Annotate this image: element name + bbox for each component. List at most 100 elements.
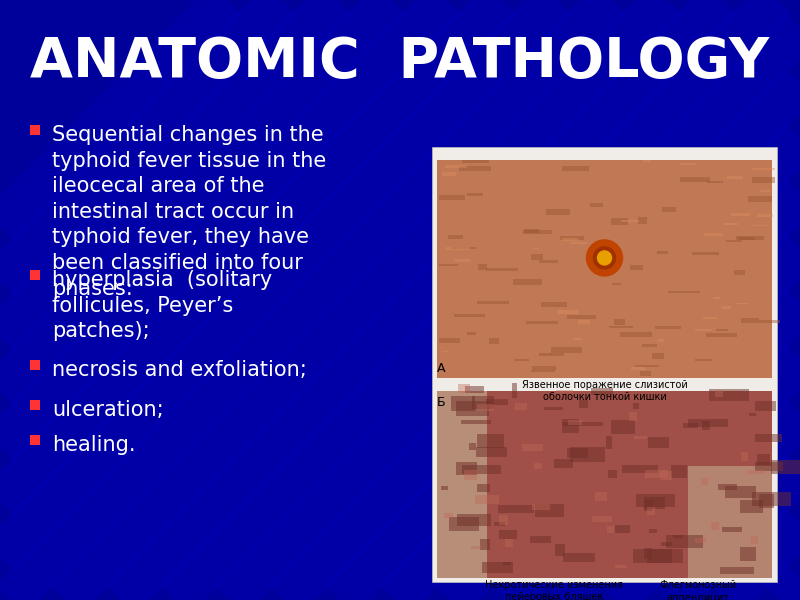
- Bar: [514, 279, 542, 284]
- Bar: [471, 546, 481, 550]
- Bar: [621, 220, 639, 222]
- Bar: [534, 463, 542, 469]
- Text: Sequential changes in the
typhoid fever tissue in the
ileocecal area of the
inte: Sequential changes in the typhoid fever …: [52, 125, 326, 299]
- Bar: [480, 539, 490, 550]
- Bar: [486, 268, 518, 271]
- Bar: [464, 470, 477, 480]
- Bar: [710, 389, 749, 401]
- Bar: [759, 494, 774, 508]
- Bar: [477, 404, 494, 412]
- Bar: [734, 270, 746, 275]
- Bar: [446, 165, 467, 168]
- Bar: [738, 236, 755, 240]
- Bar: [645, 470, 668, 478]
- Bar: [478, 484, 490, 492]
- Bar: [614, 319, 625, 325]
- Bar: [648, 437, 669, 448]
- Bar: [727, 176, 742, 179]
- Bar: [647, 548, 683, 563]
- Bar: [560, 236, 584, 240]
- Bar: [658, 339, 664, 342]
- Bar: [752, 492, 791, 506]
- Bar: [689, 419, 728, 427]
- Bar: [441, 486, 448, 490]
- Bar: [590, 203, 602, 207]
- Bar: [512, 383, 518, 398]
- Bar: [673, 535, 682, 538]
- Bar: [638, 217, 647, 224]
- Bar: [715, 389, 722, 397]
- Bar: [533, 248, 538, 249]
- Bar: [680, 177, 710, 182]
- Bar: [578, 320, 590, 323]
- Bar: [541, 302, 567, 307]
- Text: ulceration;: ulceration;: [52, 400, 164, 420]
- Bar: [437, 391, 487, 578]
- Bar: [725, 486, 756, 498]
- Bar: [751, 536, 758, 544]
- Bar: [720, 567, 754, 574]
- Bar: [703, 317, 717, 319]
- Bar: [524, 229, 539, 233]
- Bar: [609, 470, 617, 478]
- Bar: [644, 497, 666, 509]
- Bar: [454, 314, 485, 317]
- Bar: [494, 522, 505, 526]
- Bar: [531, 370, 555, 372]
- Bar: [695, 329, 713, 331]
- Bar: [562, 238, 578, 241]
- Text: ANATOMIC  PATHOLOGY: ANATOMIC PATHOLOGY: [30, 35, 770, 89]
- Bar: [706, 333, 737, 337]
- Bar: [647, 507, 655, 515]
- Bar: [533, 365, 556, 370]
- Bar: [705, 233, 723, 236]
- Bar: [438, 338, 461, 343]
- Bar: [612, 283, 621, 284]
- Bar: [692, 251, 719, 256]
- Bar: [615, 565, 627, 568]
- Bar: [30, 400, 40, 410]
- Bar: [695, 359, 712, 361]
- Bar: [539, 353, 564, 356]
- Bar: [658, 251, 668, 254]
- Text: hyperplasia  (solitary
follicules, Peyer’s
patches);: hyperplasia (solitary follicules, Peyer’…: [52, 270, 272, 341]
- Bar: [502, 562, 511, 565]
- Bar: [622, 465, 658, 473]
- Bar: [723, 223, 738, 224]
- Bar: [532, 503, 550, 510]
- Bar: [755, 434, 782, 442]
- Bar: [482, 562, 514, 572]
- Bar: [630, 412, 638, 421]
- Bar: [620, 332, 652, 337]
- Bar: [569, 420, 582, 425]
- Bar: [476, 446, 507, 457]
- Bar: [694, 538, 706, 543]
- Bar: [579, 400, 588, 409]
- Text: Б: Б: [437, 396, 446, 409]
- Bar: [458, 166, 491, 171]
- Bar: [592, 515, 612, 521]
- Bar: [718, 484, 738, 490]
- Circle shape: [586, 240, 622, 276]
- Bar: [644, 500, 653, 511]
- Bar: [446, 247, 470, 250]
- Bar: [526, 321, 558, 325]
- Bar: [477, 434, 503, 448]
- Bar: [740, 547, 757, 561]
- Bar: [469, 443, 476, 450]
- Bar: [478, 264, 486, 270]
- Bar: [444, 513, 453, 518]
- Bar: [644, 548, 652, 559]
- Bar: [490, 338, 498, 344]
- Bar: [554, 460, 573, 467]
- Bar: [558, 310, 578, 314]
- Bar: [539, 260, 558, 263]
- Bar: [467, 193, 483, 196]
- Bar: [642, 344, 658, 347]
- Bar: [432, 147, 777, 582]
- Bar: [595, 491, 607, 501]
- Bar: [757, 454, 770, 464]
- Bar: [522, 444, 542, 451]
- Bar: [30, 435, 40, 445]
- Bar: [606, 436, 612, 449]
